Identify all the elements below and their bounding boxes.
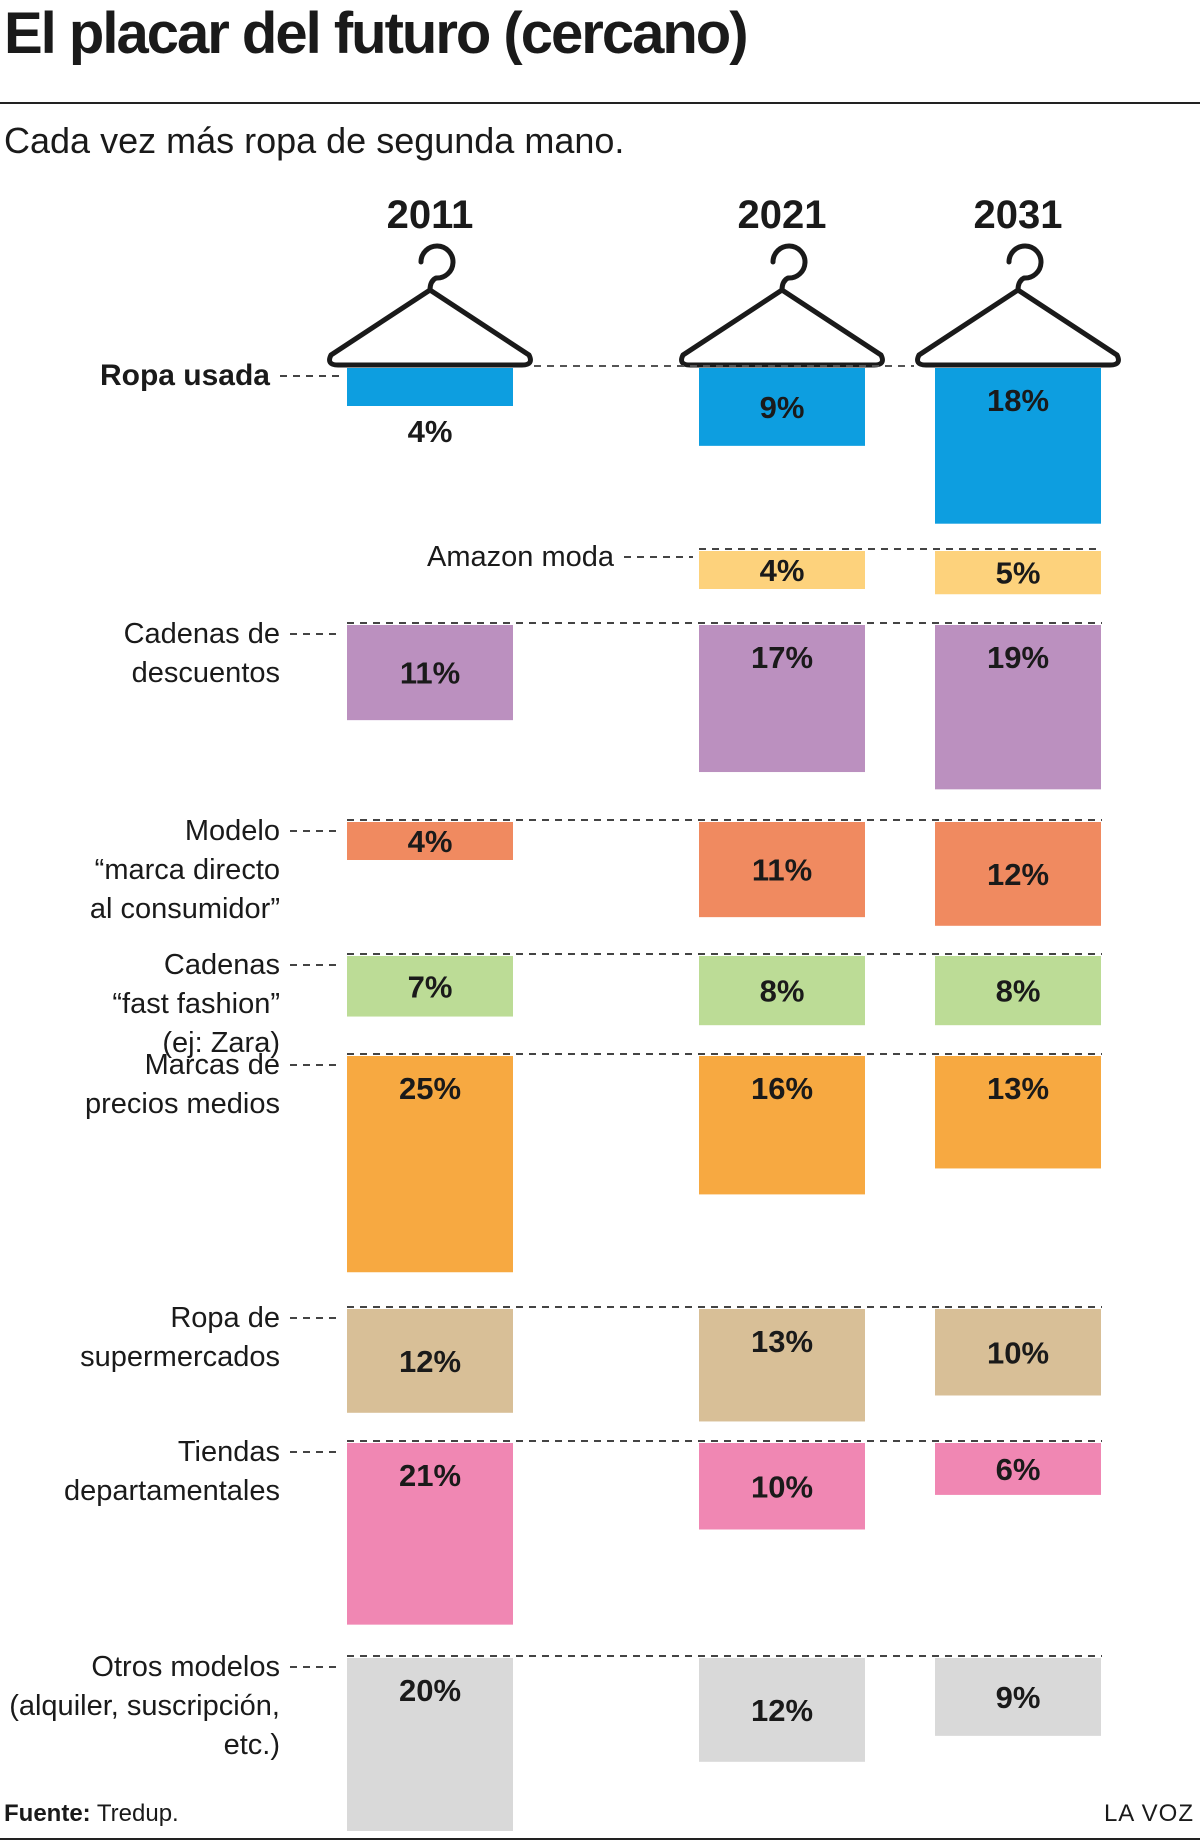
series-label-cadenas-fast-fashion-ej-zara: (ej: Zara)	[162, 1027, 280, 1059]
series-label-otros-modelos-alquiler-suscripcion-etc: etc.)	[224, 1729, 280, 1761]
footer-divider	[0, 1838, 1200, 1840]
value-label-marcas-de-precios-medios-2011: 25%	[399, 1071, 461, 1106]
value-label-ropa-de-supermercados-2021: 13%	[751, 1324, 813, 1359]
value-label-ropa-usada-2021: 9%	[760, 390, 805, 425]
series-label-amazon-moda: Amazon moda	[427, 541, 615, 573]
bar-cadenas-fast-fashion-ej-zara-2021	[699, 956, 865, 1026]
clothes-hanger-icon	[915, 243, 1121, 368]
bar-otros-modelos-alquiler-suscripcion-etc-2021	[699, 1658, 865, 1762]
value-label-ropa-usada-2031: 18%	[987, 383, 1049, 418]
series-label-modelo-marca-directo-al-consumidor: Modelo	[185, 815, 280, 847]
value-label-ropa-de-supermercados-2011: 12%	[399, 1344, 461, 1379]
series-label-cadenas-fast-fashion-ej-zara: “fast fashion”	[112, 988, 280, 1020]
title-divider	[0, 102, 1200, 104]
bar-tiendas-departamentales-2021	[699, 1443, 865, 1530]
value-label-tiendas-departamentales-2011: 21%	[399, 1458, 461, 1493]
series-label-cadenas-fast-fashion-ej-zara: Cadenas	[164, 949, 280, 981]
year-label-2031: 2031	[974, 193, 1063, 237]
bar-modelo-marca-directo-al-consumidor-2011	[347, 822, 513, 860]
series-label-marcas-de-precios-medios: precios medios	[85, 1088, 280, 1120]
publisher-brand: LA VOZ	[1103, 1800, 1194, 1827]
source-value: Tredup.	[96, 1800, 179, 1827]
value-label-tiendas-departamentales-2021: 10%	[751, 1469, 813, 1504]
series-label-ropa-usada: Ropa usada	[100, 359, 270, 392]
bar-modelo-marca-directo-al-consumidor-2021	[699, 822, 865, 918]
year-label-2011: 2011	[387, 193, 474, 237]
value-label-otros-modelos-alquiler-suscripcion-etc-2031: 9%	[996, 1680, 1041, 1715]
value-label-modelo-marca-directo-al-consumidor-2031: 12%	[987, 857, 1049, 892]
clothes-hanger-icon	[327, 243, 533, 368]
series-label-tiendas-departamentales: Tiendas	[178, 1436, 280, 1468]
series-label-cadenas-de-descuentos: Cadenas de	[124, 618, 280, 650]
bar-ropa-usada-2011	[347, 368, 513, 406]
bar-amazon-moda-2021	[699, 551, 865, 589]
bar-modelo-marca-directo-al-consumidor-2031	[935, 822, 1101, 926]
value-label-cadenas-de-descuentos-2011: 11%	[400, 656, 460, 691]
value-label-cadenas-de-descuentos-2031: 19%	[987, 640, 1049, 675]
series-label-modelo-marca-directo-al-consumidor: “marca directo	[95, 854, 280, 886]
series-label-ropa-de-supermercados: supermercados	[80, 1341, 280, 1373]
bar-cadenas-de-descuentos-2011	[347, 625, 513, 721]
bar-cadenas-de-descuentos-2031	[935, 625, 1101, 790]
value-label-cadenas-fast-fashion-ej-zara-2021: 8%	[760, 974, 805, 1009]
series-label-cadenas-de-descuentos: descuentos	[132, 657, 280, 689]
series-label-ropa-de-supermercados: Ropa de	[170, 1302, 280, 1334]
series-label-modelo-marca-directo-al-consumidor: al consumidor”	[90, 893, 280, 925]
bar-cadenas-fast-fashion-ej-zara-2031	[935, 956, 1101, 1026]
bar-cadenas-de-descuentos-2021	[699, 625, 865, 773]
bar-marcas-de-precios-medios-2011	[347, 1056, 513, 1273]
source-note: Fuente: Tredup.	[4, 1800, 179, 1828]
value-label-marcas-de-precios-medios-2021: 16%	[751, 1071, 813, 1106]
value-label-cadenas-fast-fashion-ej-zara-2031: 8%	[996, 974, 1041, 1009]
value-label-amazon-moda-2031: 5%	[996, 556, 1041, 591]
bar-ropa-de-supermercados-2021	[699, 1309, 865, 1422]
bar-ropa-usada-2021	[699, 368, 865, 446]
value-label-otros-modelos-alquiler-suscripcion-etc-2021: 12%	[751, 1693, 813, 1728]
value-label-modelo-marca-directo-al-consumidor-2021: 11%	[752, 853, 812, 888]
value-label-amazon-moda-2021: 4%	[760, 553, 805, 588]
value-label-marcas-de-precios-medios-2031: 13%	[987, 1071, 1049, 1106]
bar-ropa-de-supermercados-2031	[935, 1309, 1101, 1396]
clothes-hanger-icon	[679, 243, 885, 368]
series-label-tiendas-departamentales: departamentales	[64, 1475, 280, 1507]
bar-otros-modelos-alquiler-suscripcion-etc-2031	[935, 1658, 1101, 1736]
bar-ropa-de-supermercados-2011	[347, 1309, 513, 1413]
page-title: El placar del futuro (cercano)	[4, 1, 749, 66]
bar-marcas-de-precios-medios-2021	[699, 1056, 865, 1195]
value-label-ropa-de-supermercados-2031: 10%	[987, 1335, 1049, 1370]
bar-amazon-moda-2031	[935, 551, 1101, 595]
page-subtitle: Cada vez más ropa de segunda mano.	[4, 120, 625, 161]
bar-otros-modelos-alquiler-suscripcion-etc-2011	[347, 1658, 513, 1831]
year-label-2021: 2021	[738, 193, 827, 237]
series-label-marcas-de-precios-medios: Marcas de	[145, 1049, 280, 1081]
series-label-otros-modelos-alquiler-suscripcion-etc: (alquiler, suscripción,	[9, 1690, 280, 1722]
value-label-otros-modelos-alquiler-suscripcion-etc-2011: 20%	[399, 1673, 461, 1708]
value-label-cadenas-fast-fashion-ej-zara-2011: 7%	[408, 969, 453, 1004]
bar-ropa-usada-2031	[935, 368, 1101, 524]
series-label-otros-modelos-alquiler-suscripcion-etc: Otros modelos	[91, 1651, 280, 1683]
bar-cadenas-fast-fashion-ej-zara-2011	[347, 956, 513, 1017]
bar-marcas-de-precios-medios-2031	[935, 1056, 1101, 1169]
bar-tiendas-departamentales-2011	[347, 1443, 513, 1625]
value-label-modelo-marca-directo-al-consumidor-2011: 4%	[408, 824, 453, 859]
value-label-tiendas-departamentales-2031: 6%	[996, 1452, 1041, 1487]
source-label: Fuente:	[4, 1800, 91, 1827]
value-label-cadenas-de-descuentos-2021: 17%	[751, 640, 813, 675]
bar-tiendas-departamentales-2031	[935, 1443, 1101, 1495]
value-label-ropa-usada-2011: 4%	[408, 414, 453, 449]
